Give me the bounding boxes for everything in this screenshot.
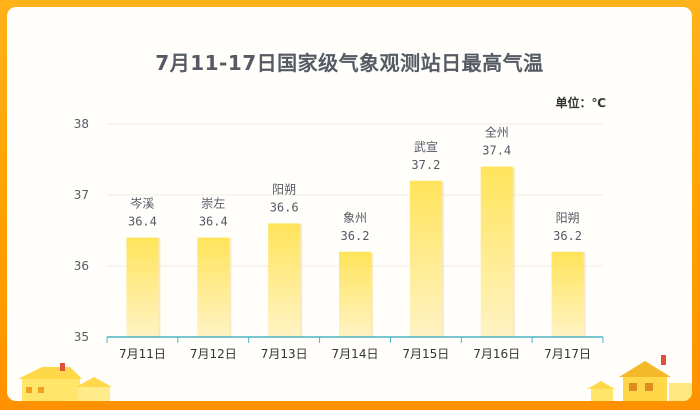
y-tick-label: 35 <box>74 330 89 344</box>
x-tick-label: 7月13日 <box>261 347 308 361</box>
station-label: 武宣 <box>414 139 438 154</box>
data-label: 36.2 <box>341 229 370 243</box>
x-tick-label: 7月12日 <box>190 347 237 361</box>
bar <box>409 180 442 337</box>
bar <box>480 166 513 337</box>
station-label: 阳朔 <box>556 210 580 225</box>
station-label: 象州 <box>343 211 367 225</box>
bar <box>126 237 159 337</box>
house-decoration-right <box>587 355 692 401</box>
bar-chart: 岑溪 36.4 崇左 36.4 阳朔 36.6 象州 36.2 武宣 37.2 全州 37.4 阳朔 36… <box>74 117 604 361</box>
x-tick-label: 7月16日 <box>473 347 520 361</box>
bar <box>551 251 584 337</box>
x-tick-label: 7月17日 <box>544 347 591 361</box>
bar <box>197 237 230 337</box>
chart-title: 7月11-17日国家级气象观测站日最高气温 <box>155 51 544 75</box>
x-tick-label: 7月15日 <box>402 347 449 361</box>
unit-label: 单位：℃ <box>555 96 606 110</box>
bar <box>268 223 301 337</box>
x-tick-label: 7月11日 <box>119 347 166 361</box>
station-label: 阳朔 <box>272 181 296 196</box>
chart-card: 7月11-17日国家级气象观测站日最高气温 单位：℃ 岑溪 36.4 崇左 36.4 阳… <box>7 7 692 401</box>
x-tick-label: 7月14日 <box>332 347 379 361</box>
data-label: 36.6 <box>270 200 299 214</box>
bar <box>339 251 371 337</box>
house-decoration-left <box>18 363 112 401</box>
data-label: 37.4 <box>482 144 511 158</box>
y-tick-label: 38 <box>74 117 89 131</box>
data-label: 36.2 <box>553 229 582 243</box>
y-tick-label: 36 <box>74 259 89 273</box>
station-label: 全州 <box>485 125 509 140</box>
data-label: 36.4 <box>199 215 228 229</box>
station-label: 崇左 <box>201 196 225 211</box>
data-label: 36.4 <box>128 215 157 229</box>
station-label: 岑溪 <box>130 197 154 211</box>
y-tick-label: 37 <box>74 188 89 202</box>
data-label: 37.2 <box>411 158 440 172</box>
